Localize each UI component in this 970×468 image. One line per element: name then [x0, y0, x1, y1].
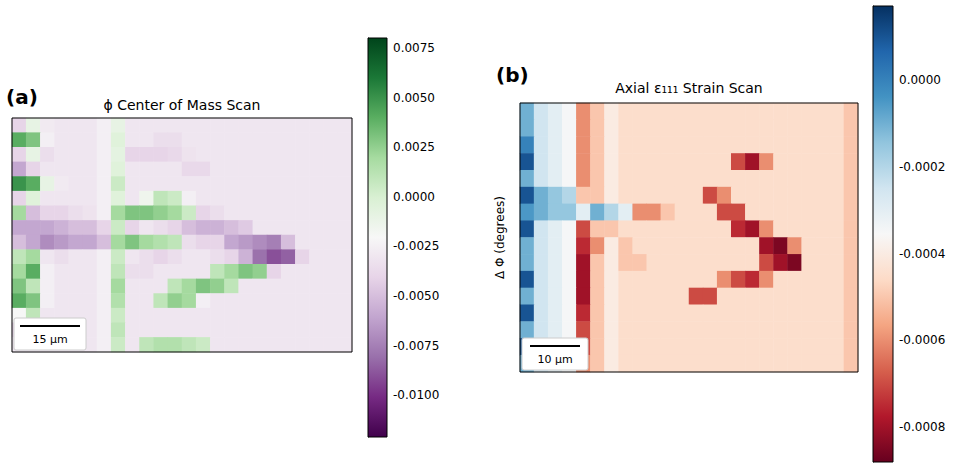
svg-text:10 µm: 10 µm	[537, 353, 572, 366]
svg-text:-0.0075: -0.0075	[393, 339, 439, 353]
svg-text:Axial ε₁₁₁ Strain Scan: Axial ε₁₁₁ Strain Scan	[615, 80, 763, 96]
svg-text:0.0025: 0.0025	[393, 140, 435, 154]
svg-text:-0.0025: -0.0025	[393, 239, 439, 253]
svg-text:0.0075: 0.0075	[393, 41, 435, 55]
svg-text:ϕ Center of Mass Scan: ϕ Center of Mass Scan	[104, 97, 261, 113]
svg-text:-0.0008: -0.0008	[899, 420, 945, 434]
svg-text:-0.0002: -0.0002	[899, 160, 945, 174]
svg-text:15 µm: 15 µm	[32, 333, 67, 346]
svg-text:-0.0006: -0.0006	[899, 333, 945, 347]
svg-text:0.0000: 0.0000	[393, 190, 435, 204]
svg-text:-0.0050: -0.0050	[393, 289, 439, 303]
svg-text:0.0000: 0.0000	[899, 73, 941, 87]
svg-text:Δ Φ (degrees): Δ Φ (degrees)	[493, 196, 507, 279]
svg-text:(a): (a)	[6, 85, 38, 109]
svg-text:-0.0100: -0.0100	[393, 388, 439, 402]
svg-text:-0.0004: -0.0004	[899, 247, 945, 261]
svg-text:(b): (b)	[496, 63, 529, 87]
svg-text:0.0050: 0.0050	[393, 91, 435, 105]
